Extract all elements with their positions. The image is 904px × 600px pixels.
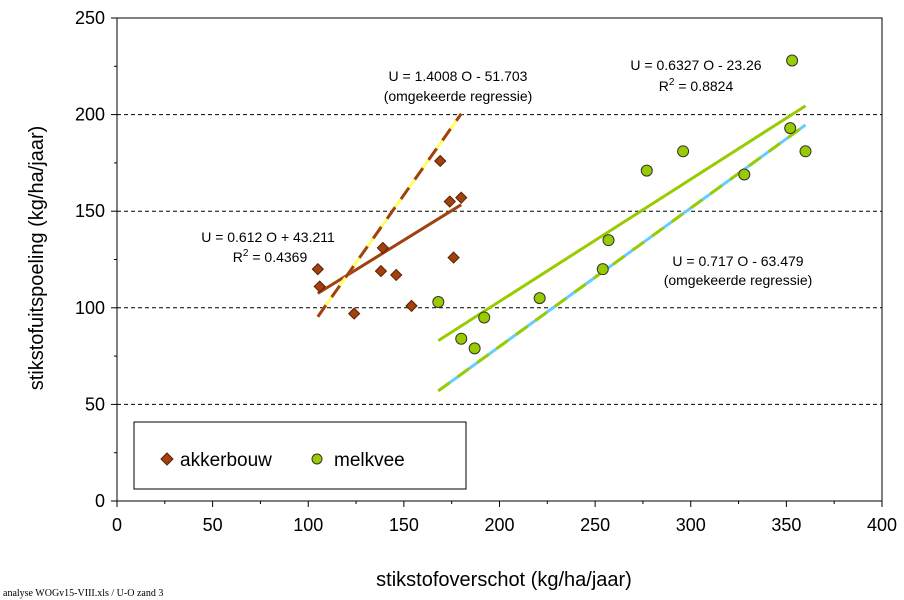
legend-marker-akkerbouw	[160, 452, 174, 466]
point-melkvee-4	[533, 292, 546, 305]
y-axis-title: stikstofuitspoeling (kg/ha/jaar)	[26, 126, 48, 391]
r2-superscript: 2	[243, 248, 249, 259]
annotation-melkvee-inverse-note: (omgekeerde regressie)	[664, 272, 813, 288]
point-melkvee-7	[640, 164, 653, 177]
point-akkerbouw-2	[347, 307, 361, 320]
trendline-melkvee-inverse	[437, 123, 807, 393]
point-melkvee-9	[738, 168, 751, 181]
trendline-akkerbouw-inverse	[316, 112, 463, 318]
x-tick-label-0: 0	[112, 515, 122, 535]
x-axis-ticks: 0 50 100 150 200 250 300 350 400	[112, 501, 897, 535]
point-melkvee-0	[432, 296, 445, 309]
x-tick-label-200: 200	[484, 515, 514, 535]
point-melkvee-5	[596, 263, 609, 276]
legend-box	[133, 421, 467, 490]
trendlines	[316, 104, 807, 393]
x-tick-label-300: 300	[676, 515, 706, 535]
r2-superscript: 2	[669, 77, 675, 88]
point-akkerbouw-9	[447, 251, 460, 264]
footer-source: analyse WOGv15-VIII.xls / U-O zand 3	[3, 588, 163, 599]
annotation-melkvee-inverse: U = 0.717 O - 63.479 (omgekeerde regress…	[664, 253, 813, 288]
x-tick-label-150: 150	[389, 515, 419, 535]
x-tick-label-250: 250	[580, 515, 610, 535]
legend-label-melkvee: melkvee	[334, 450, 405, 471]
trendline-akkerbouw-regression	[317, 203, 463, 295]
annotation-akkerbouw-inverse-note: (omgekeerde regressie)	[384, 88, 533, 104]
point-akkerbouw-5	[390, 268, 403, 282]
annotation-akkerbouw-regression: U = 0.612 O + 43.211 R2 = 0.4369	[201, 229, 335, 265]
x-tick-label-350: 350	[771, 515, 801, 535]
annotation-akkerbouw-equation: U = 0.612 O + 43.211	[201, 229, 335, 245]
point-akkerbouw-6	[405, 299, 418, 313]
annotation-melkvee-r2: R2 = 0.8824	[659, 77, 734, 94]
point-melkvee-3	[478, 311, 491, 324]
point-akkerbouw-0	[311, 262, 325, 276]
y-tick-label-150: 150	[75, 201, 105, 221]
point-melkvee-11	[786, 54, 799, 67]
r2-label: R	[659, 78, 669, 94]
annotation-akkerbouw-r2: R2 = 0.4369	[233, 248, 308, 265]
point-melkvee-1	[455, 332, 468, 345]
y-tick-label-100: 100	[75, 298, 105, 318]
point-akkerbouw-4	[376, 241, 390, 255]
data-points	[311, 54, 812, 355]
gridlines	[117, 114, 882, 405]
point-melkvee-6	[602, 234, 615, 247]
point-akkerbouw-8	[443, 195, 456, 208]
y-axis-ticks: 0 50 100 150 200 250	[75, 8, 117, 511]
point-akkerbouw-10	[455, 191, 468, 204]
x-tick-label-50: 50	[203, 515, 223, 535]
r2-label: R	[233, 249, 243, 265]
point-akkerbouw-1	[313, 280, 326, 293]
r2-value: = 0.4369	[248, 249, 307, 265]
trendline-melkvee-regression	[437, 104, 807, 342]
y-tick-label-0: 0	[95, 491, 105, 511]
x-tick-label-100: 100	[293, 515, 323, 535]
point-melkvee-8	[677, 145, 690, 158]
legend-marker-melkvee	[311, 453, 323, 465]
y-tick-label-200: 200	[75, 105, 105, 125]
annotation-akkerbouw-inverse: U = 1.4008 O - 51.703 (omgekeerde regres…	[384, 68, 533, 104]
x-axis-title: stikstofoverschot (kg/ha/jaar)	[376, 569, 632, 591]
point-akkerbouw-3	[374, 264, 388, 278]
legend-label-akkerbouw: akkerbouw	[180, 450, 272, 471]
y-tick-label-50: 50	[85, 394, 105, 414]
annotation-akkerbouw-inverse-equation: U = 1.4008 O - 51.703	[389, 68, 528, 84]
annotation-melkvee-regression: U = 0.6327 O - 23.26 R2 = 0.8824	[630, 57, 761, 94]
point-akkerbouw-7	[434, 154, 447, 168]
point-melkvee-2	[468, 342, 481, 355]
legend: akkerbouw melkvee	[133, 421, 467, 490]
x-tick-label-400: 400	[867, 515, 897, 535]
annotation-melkvee-equation: U = 0.6327 O - 23.26	[630, 57, 761, 73]
annotation-melkvee-inverse-equation: U = 0.717 O - 63.479	[672, 253, 803, 269]
y-tick-label-250: 250	[75, 8, 105, 28]
point-melkvee-12	[799, 145, 812, 158]
point-melkvee-10	[784, 122, 797, 135]
r2-value: = 0.8824	[674, 78, 733, 94]
